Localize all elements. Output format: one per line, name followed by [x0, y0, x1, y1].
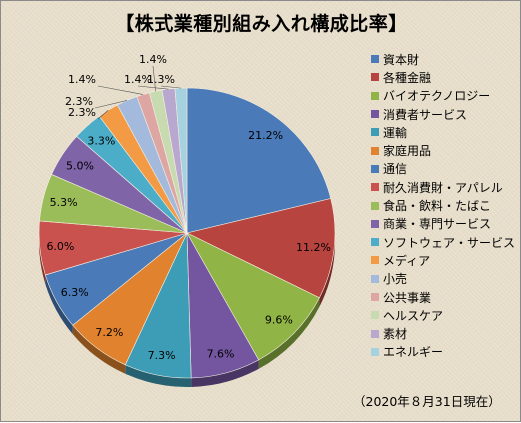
- legend-label: メディア: [383, 253, 431, 268]
- pie-slice-1: [186, 198, 336, 299]
- slice-label-15: 1.4%: [124, 73, 152, 86]
- slice-label-7: 6.0%: [46, 240, 74, 253]
- legend-swatch: [371, 73, 379, 82]
- slice-label-8: 5.3%: [50, 196, 78, 209]
- legend-swatch: [371, 183, 379, 192]
- legend-label: エネルギー: [383, 345, 444, 360]
- legend-swatch: [371, 110, 379, 119]
- legend-label: 食品・飲料・たばこ: [383, 199, 492, 214]
- legend-label: ソフトウェア・サービス: [383, 235, 516, 250]
- slice-label-3: 7.6%: [207, 347, 235, 360]
- leader-line-15: [137, 85, 169, 90]
- legend-label: 公共事業: [383, 290, 432, 305]
- slice-label-14: 1.4%: [139, 53, 167, 66]
- pie-slice-0: [186, 87, 332, 234]
- legend-swatch: [371, 201, 379, 210]
- legend-item: 耐久消費財・アパレル: [371, 178, 521, 196]
- pie-side-4: [125, 364, 192, 387]
- date-note: （2020年８月31日現在）: [353, 394, 501, 409]
- slice-label-2: 9.6%: [265, 313, 293, 326]
- chart-title: 【株式業種別組み入れ構成比率】: [115, 13, 408, 35]
- pie-side-5: [72, 325, 126, 374]
- legend-swatch: [371, 146, 379, 155]
- slice-label-16: 1.3%: [147, 73, 175, 86]
- legend-label: 通信: [383, 162, 408, 177]
- leader-line-11: [97, 110, 109, 120]
- legend-swatch: [371, 91, 379, 100]
- legend-item: 通信: [371, 160, 521, 178]
- legend-swatch: [371, 238, 379, 247]
- leader-line-16: [160, 85, 181, 89]
- legend-swatch: [371, 55, 379, 64]
- legend-swatch: [371, 329, 379, 338]
- pie-slice-16: [174, 87, 188, 234]
- legend-swatch: [371, 311, 379, 320]
- slice-label-0: 21.2%: [248, 129, 283, 142]
- pie-side-6: [45, 274, 73, 335]
- legend-swatch: [371, 219, 379, 228]
- legend-item: 素材: [371, 324, 521, 342]
- legend-item: エネルギー: [371, 343, 521, 361]
- legend-label: 素材: [383, 327, 408, 342]
- legend-label: 消費者サービス: [383, 107, 468, 122]
- legend-item: 公共事業: [371, 288, 521, 306]
- legend-item: バイオテクノロジー: [371, 87, 521, 105]
- legend-item: 家庭用品: [371, 141, 521, 159]
- legend-label: ヘルスケア: [383, 308, 444, 323]
- slice-label-13: 1.4%: [68, 73, 96, 86]
- leader-line-13: [97, 85, 144, 95]
- legend-swatch: [371, 256, 379, 265]
- slice-label-9: 5.0%: [66, 159, 94, 172]
- legend-item: 資本財: [371, 50, 521, 68]
- slice-label-4: 7.3%: [148, 349, 176, 362]
- pie-side-7: [39, 233, 46, 284]
- slice-label-6: 6.3%: [61, 286, 89, 299]
- legend-label: 小売: [383, 272, 408, 287]
- legend-label: バイオテクノロジー: [383, 89, 491, 104]
- slice-label-1: 11.2%: [296, 241, 331, 254]
- leader-line-14: [152, 65, 156, 92]
- legend-swatch: [371, 293, 379, 301]
- legend-label: 商業・専門サービス: [383, 217, 492, 232]
- legend-label: 資本財: [383, 52, 420, 67]
- legend-item: 運輸: [371, 123, 521, 141]
- legend-swatch: [371, 128, 379, 137]
- legend-item: 消費者サービス: [371, 105, 521, 123]
- legend-item: 各種金融: [371, 68, 521, 86]
- legend-item: 小売: [371, 270, 521, 288]
- pie-slice-2: [186, 232, 320, 361]
- legend-item: ソフトウェア・サービス: [371, 233, 521, 251]
- legend-label: 家庭用品: [383, 144, 432, 159]
- pie-side-2: [258, 297, 320, 369]
- legend-label: 耐久消費財・アパレル: [383, 180, 503, 195]
- legend-swatch: [371, 164, 379, 173]
- legend-swatch: [371, 347, 379, 356]
- legend-item: 商業・専門サービス: [371, 215, 521, 233]
- legend-swatch: [371, 274, 379, 283]
- legend-item: 食品・飲料・たばこ: [371, 196, 521, 214]
- legend-label: 運輸: [383, 125, 408, 140]
- slice-label-12: 2.3%: [65, 95, 93, 108]
- slice-label-5: 7.2%: [95, 326, 123, 339]
- legend-label: 各種金融: [383, 70, 432, 85]
- slice-label-11: 2.3%: [68, 106, 96, 119]
- leader-line-12: [94, 100, 128, 109]
- pie-side-1: [319, 233, 335, 307]
- slice-label-10: 3.3%: [87, 135, 115, 148]
- legend-item: ヘルスケア: [371, 306, 521, 324]
- legend-item: メディア: [371, 251, 521, 269]
- legend: 資本財各種金融バイオテクノロジー 消費者サービス 運輸家庭用品通信耐久消費財・アパレ…: [371, 50, 521, 361]
